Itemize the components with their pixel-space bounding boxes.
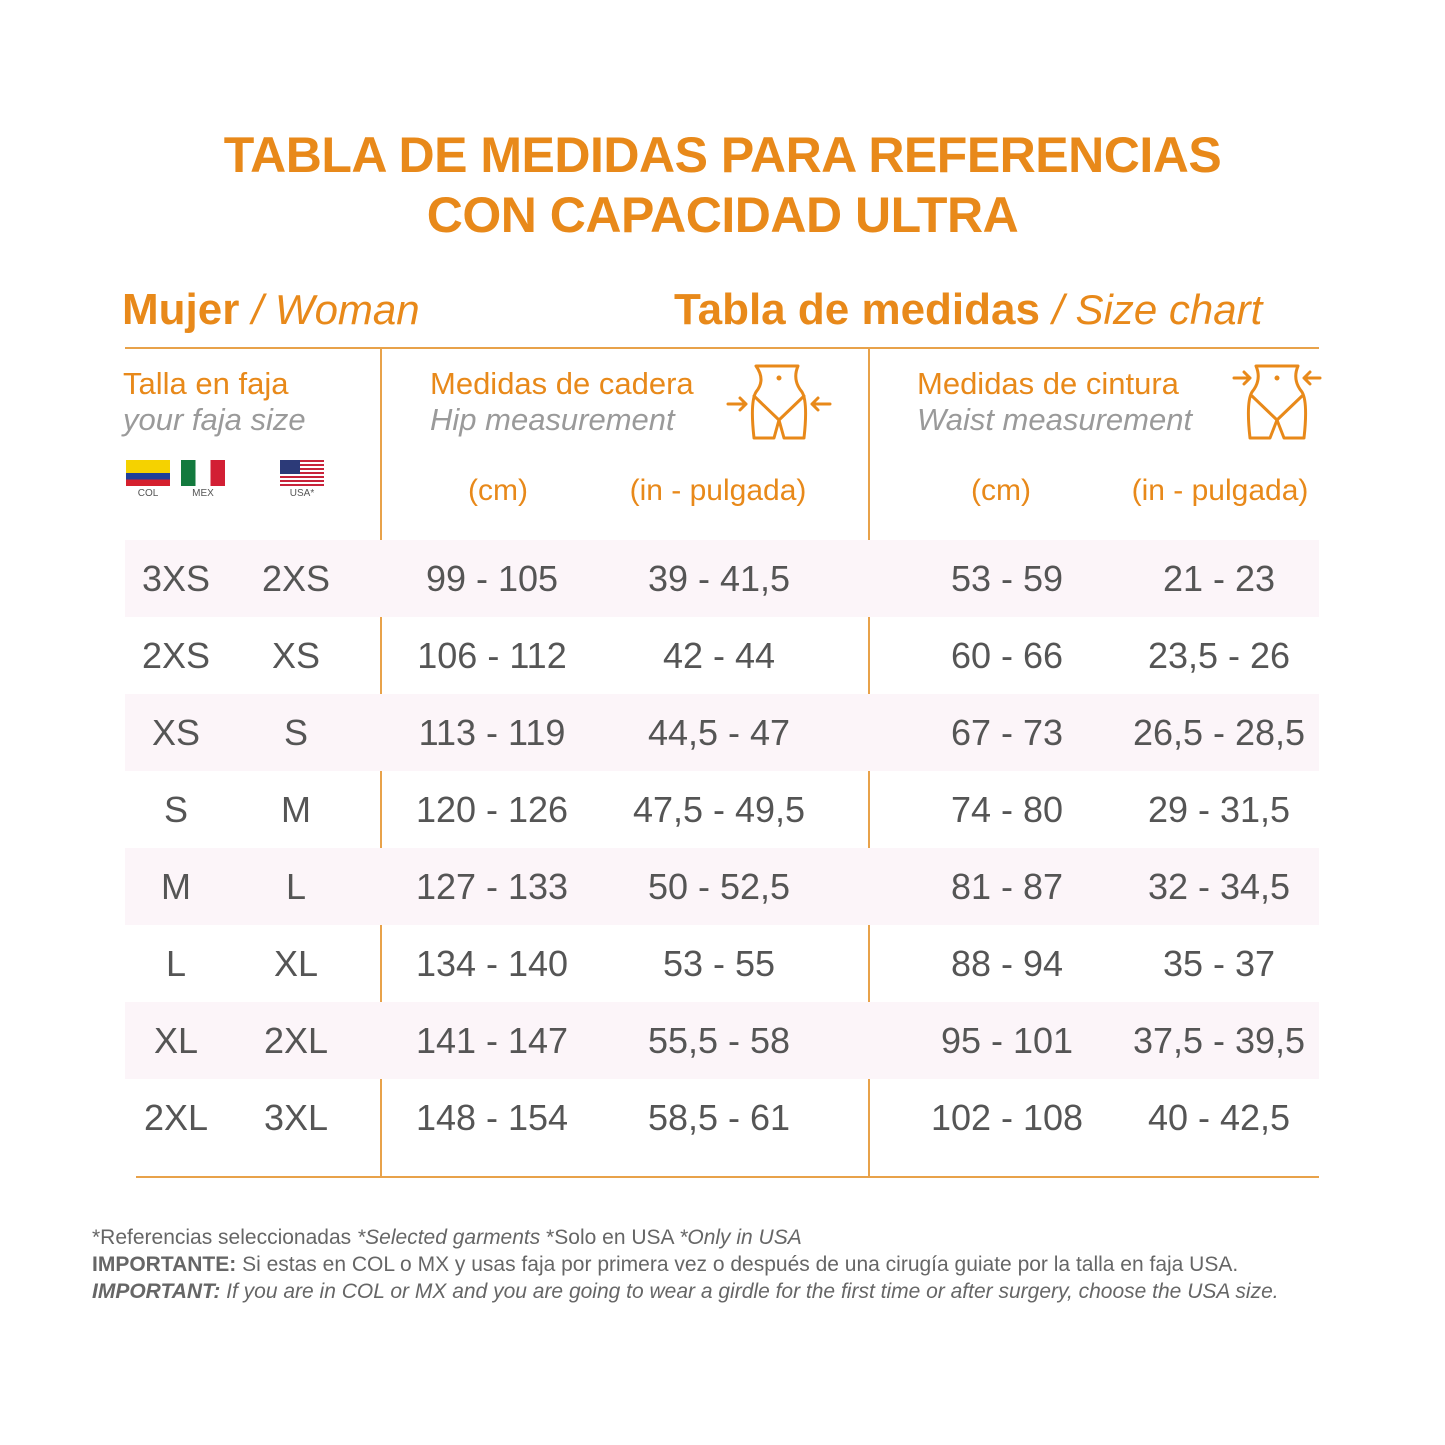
cell-hip-in: 47,5 - 49,5 xyxy=(632,789,806,830)
cell-hip-in: 58,5 - 61 xyxy=(647,1097,791,1138)
important-label-es: IMPORTANTE: xyxy=(92,1253,237,1276)
table-row: XL 2XL 141 - 147 55,5 - 58 95 - 101 37,5 - 39… xyxy=(125,1002,1319,1079)
hip-unit-in: (in - pulgada) xyxy=(629,474,807,507)
title-line-1: TABLA DE MEDIDAS PARA REFERENCIAS xyxy=(223,127,1222,183)
waist-header-en: Waist measurement xyxy=(917,402,1193,437)
cell-waist-cm: 60 - 66 xyxy=(950,635,1064,676)
cell-hip-in: 53 - 55 xyxy=(662,943,776,984)
note-important-en: IMPORTANT: If you are in COL or MX and y… xyxy=(92,1280,1279,1304)
cell-hip-cm: 113 - 119 xyxy=(418,712,566,753)
important-text-en: If you are in COL or MX and you are goin… xyxy=(220,1280,1279,1303)
cell-waist-cm: 88 - 94 xyxy=(950,943,1064,984)
woman-heading: Mujer / Woman xyxy=(122,285,420,335)
colombia-flag-icon xyxy=(126,460,170,486)
cell-col-mex-size: XL xyxy=(153,1020,199,1061)
cell-hip-cm: 99 - 105 xyxy=(425,558,559,599)
cell-waist-in: 29 - 31,5 xyxy=(1147,789,1291,830)
note-important-es: IMPORTANTE: Si estas en COL o MX y usas … xyxy=(92,1253,1238,1277)
woman-heading-es: Mujer xyxy=(122,285,240,334)
cell-hip-in: 44,5 - 47 xyxy=(647,712,791,753)
note-usa-es: *Solo en USA xyxy=(540,1226,680,1249)
cell-hip-cm: 148 - 154 xyxy=(415,1097,569,1138)
hip-measure-icon xyxy=(726,364,832,440)
cell-usa-size: M xyxy=(281,789,311,830)
table-row: 3XS 2XS 99 - 105 39 - 41,5 53 - 59 21 - 23 xyxy=(125,540,1319,617)
cell-hip-cm: 106 - 112 xyxy=(417,635,567,676)
table-row: 2XS XS 106 - 112 42 - 44 60 - 66 23,5 - 26 xyxy=(125,617,1319,694)
cell-waist-in: 40 - 42,5 xyxy=(1147,1097,1291,1138)
table-row: 2XL 3XL 148 - 154 58,5 - 61 102 - 108 40 - 42… xyxy=(125,1079,1319,1156)
cell-usa-size: 3XL xyxy=(263,1097,329,1138)
cell-hip-in: 50 - 52,5 xyxy=(647,866,791,907)
important-label-en: IMPORTANT: xyxy=(92,1280,221,1303)
note-usa-en: *Only in USA xyxy=(679,1226,802,1249)
top-divider xyxy=(125,347,1319,349)
cell-waist-in: 32 - 34,5 xyxy=(1147,866,1291,907)
size-chart-heading-en: / Size chart xyxy=(1052,286,1263,333)
table-row: XS S 113 - 119 44,5 - 47 67 - 73 26,5 - 28,5 xyxy=(125,694,1319,771)
cell-hip-cm: 120 - 126 xyxy=(415,789,569,830)
cell-col-mex-size: 2XS xyxy=(141,635,211,676)
cell-usa-size: 2XL xyxy=(263,1020,329,1061)
mexico-flag-icon xyxy=(181,460,225,486)
cell-waist-in: 35 - 37 xyxy=(1162,943,1276,984)
hip-header-es: Medidas de cadera xyxy=(430,366,694,401)
cell-col-mex-size: 2XL xyxy=(143,1097,209,1138)
cell-waist-cm: 102 - 108 xyxy=(930,1097,1084,1138)
hip-unit-cm: (cm) xyxy=(468,474,528,507)
cell-hip-cm: 141 - 147 xyxy=(415,1020,569,1061)
cell-waist-in: 23,5 - 26 xyxy=(1147,635,1291,676)
cell-col-mex-size: S xyxy=(163,789,188,830)
cell-hip-in: 55,5 - 58 xyxy=(647,1020,791,1061)
important-text-es: Si estas en COL o MX y usas faja por pri… xyxy=(236,1253,1239,1276)
size-header-es: Talla en faja xyxy=(123,366,289,401)
waist-unit-cm: (cm) xyxy=(971,474,1031,507)
cell-waist-cm: 74 - 80 xyxy=(950,789,1064,830)
cell-hip-cm: 127 - 133 xyxy=(415,866,569,907)
cell-hip-cm: 134 - 140 xyxy=(415,943,569,984)
note-ref-en: *Selected garments xyxy=(356,1226,541,1249)
cell-col-mex-size: 3XS xyxy=(141,558,211,599)
flag-label-usa: USA* xyxy=(289,488,315,499)
waist-header: Medidas de cintura Waist measurement xyxy=(917,366,1192,438)
cell-waist-in: 26,5 - 28,5 xyxy=(1132,712,1306,753)
cell-usa-size: XS xyxy=(271,635,321,676)
usa-flag-icon xyxy=(280,460,324,486)
cell-waist-in: 37,5 - 39,5 xyxy=(1132,1020,1306,1061)
table-row: M L 127 - 133 50 - 52,5 81 - 87 32 - 34,5 xyxy=(125,848,1319,925)
cell-usa-size: L xyxy=(285,866,307,907)
flag-label-mex: MEX xyxy=(192,488,214,499)
flag-label-col: COL xyxy=(137,488,159,499)
size-chart-heading: Tabla de medidas / Size chart xyxy=(674,285,1262,335)
cell-waist-cm: 95 - 101 xyxy=(940,1020,1074,1061)
waist-measure-icon xyxy=(1232,364,1322,440)
cell-hip-in: 39 - 41,5 xyxy=(647,558,791,599)
cell-hip-in: 42 - 44 xyxy=(662,635,776,676)
cell-waist-cm: 81 - 87 xyxy=(950,866,1064,907)
waist-header-es: Medidas de cintura xyxy=(917,366,1179,401)
bottom-divider xyxy=(136,1176,1319,1178)
cell-usa-size: 2XS xyxy=(261,558,331,599)
cell-col-mex-size: XS xyxy=(151,712,201,753)
cell-usa-size: S xyxy=(283,712,308,753)
page-title: TABLA DE MEDIDAS PARA REFERENCIAS CON CA… xyxy=(0,125,1445,245)
cell-waist-in: 21 - 23 xyxy=(1162,558,1276,599)
table-row: L XL 134 - 140 53 - 55 88 - 94 35 - 37 xyxy=(125,925,1319,1002)
size-header: Talla en faja your faja size xyxy=(123,366,306,438)
cell-col-mex-size: M xyxy=(161,866,191,907)
cell-waist-cm: 53 - 59 xyxy=(950,558,1064,599)
hip-header-en: Hip measurement xyxy=(430,402,675,437)
note-references: *Referencias seleccionadas *Selected gar… xyxy=(92,1226,802,1250)
size-chart-heading-es: Tabla de medidas xyxy=(674,285,1040,334)
hip-header: Medidas de cadera Hip measurement xyxy=(430,366,694,438)
waist-unit-in: (in - pulgada) xyxy=(1131,474,1309,507)
title-line-2: CON CAPACIDAD ULTRA xyxy=(426,187,1019,243)
size-header-en: your faja size xyxy=(123,402,306,437)
table-row: S M 120 - 126 47,5 - 49,5 74 - 80 29 - 31,5 xyxy=(125,771,1319,848)
woman-heading-en: / Woman xyxy=(251,286,420,333)
note-ref-es: *Referencias seleccionadas xyxy=(92,1226,357,1249)
cell-waist-cm: 67 - 73 xyxy=(950,712,1064,753)
cell-usa-size: XL xyxy=(273,943,319,984)
cell-col-mex-size: L xyxy=(165,943,187,984)
